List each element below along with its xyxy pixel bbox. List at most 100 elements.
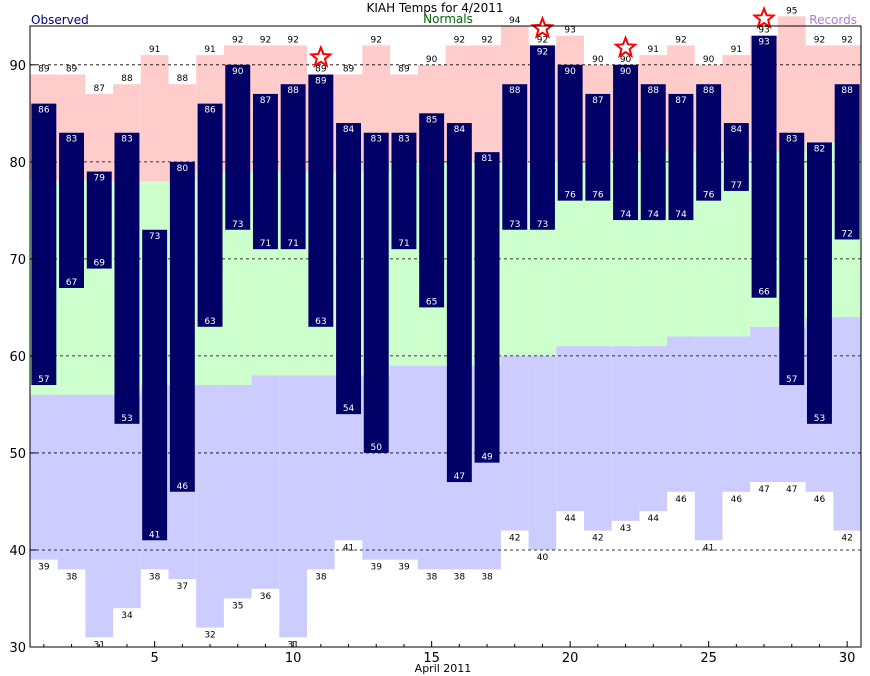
record-high-label: 92 bbox=[841, 35, 852, 45]
record-low-band bbox=[85, 394, 114, 638]
y-tick-label: 80 bbox=[9, 156, 26, 171]
record-high-band bbox=[805, 45, 834, 143]
y-tick-label: 30 bbox=[9, 641, 26, 656]
y-tick-label: 60 bbox=[9, 350, 26, 365]
observed-low-label: 57 bbox=[786, 375, 797, 385]
y-tick-label: 40 bbox=[9, 544, 26, 559]
record-low-band bbox=[694, 336, 723, 541]
record-low-label: 47 bbox=[758, 485, 769, 495]
observed-bar bbox=[668, 93, 694, 221]
value-labels: 8657893983678938796987318353883473419138… bbox=[38, 6, 853, 650]
record-low-label: 38 bbox=[426, 572, 438, 582]
record-low-label: 47 bbox=[786, 485, 797, 495]
observed-high-label: 83 bbox=[398, 135, 409, 145]
record-low-label: 46 bbox=[675, 495, 687, 505]
observed-bar bbox=[336, 123, 362, 415]
observed-high-label: 92 bbox=[537, 47, 548, 57]
record-high-band bbox=[85, 93, 114, 182]
observed-bar bbox=[806, 142, 832, 424]
legend-records: Records bbox=[809, 13, 857, 27]
record-high-label: 88 bbox=[121, 74, 133, 84]
observed-bar bbox=[557, 64, 583, 201]
observed-bar bbox=[86, 171, 112, 269]
observed-low-label: 69 bbox=[94, 259, 106, 269]
x-tick-label: 15 bbox=[423, 651, 440, 666]
observed-high-label: 84 bbox=[731, 125, 743, 135]
record-low-label: 42 bbox=[592, 534, 603, 544]
observed-low-label: 63 bbox=[204, 317, 215, 327]
observed-bar bbox=[59, 132, 85, 288]
observed-bar bbox=[613, 64, 639, 221]
observed-high-label: 88 bbox=[509, 86, 521, 96]
record-high-label: 92 bbox=[675, 35, 686, 45]
record-low-band bbox=[390, 365, 418, 560]
record-high-label: 89 bbox=[343, 65, 355, 75]
record-high-label: 90 bbox=[426, 55, 438, 65]
observed-low-label: 66 bbox=[758, 288, 770, 298]
record-high-label: 92 bbox=[232, 35, 243, 45]
observed-high-label: 93 bbox=[758, 38, 769, 48]
record-low-band bbox=[500, 355, 529, 531]
record-low-band bbox=[279, 375, 307, 638]
observed-bar bbox=[308, 74, 334, 327]
observed-low-label: 73 bbox=[509, 220, 520, 230]
observed-low-label: 71 bbox=[287, 239, 298, 249]
observed-high-label: 80 bbox=[177, 164, 189, 174]
record-low-band bbox=[639, 346, 668, 512]
axes: 30 40 50 60 70 80 90 5 10 15 20 25 30 bbox=[9, 25, 862, 666]
gridlines bbox=[30, 64, 861, 551]
record-low-label: 36 bbox=[260, 592, 272, 602]
record-high-label: 93 bbox=[564, 26, 575, 36]
observed-low-label: 71 bbox=[398, 239, 409, 249]
record-high-band bbox=[473, 45, 501, 162]
record-high-label: 88 bbox=[177, 74, 189, 84]
x-tick-label: 20 bbox=[562, 651, 579, 666]
record-low-label: 39 bbox=[38, 563, 50, 573]
observed-low-label: 65 bbox=[426, 297, 437, 307]
record-low-label: 46 bbox=[731, 495, 743, 505]
observed-high-label: 90 bbox=[620, 67, 632, 77]
record-high-label: 89 bbox=[315, 65, 327, 75]
observed-bar bbox=[142, 229, 168, 541]
record-star-icon bbox=[751, 5, 777, 30]
observed-low-label: 72 bbox=[841, 229, 852, 239]
record-low-label: 34 bbox=[121, 611, 133, 621]
observed-high-label: 87 bbox=[592, 96, 603, 106]
observed-bar bbox=[197, 103, 223, 327]
record-low-band bbox=[417, 365, 446, 570]
record-low-label: 38 bbox=[66, 572, 78, 582]
observed-high-label: 88 bbox=[703, 86, 715, 96]
observed-high-label: 81 bbox=[481, 154, 492, 164]
observed-bar bbox=[31, 103, 57, 386]
record-high-label: 87 bbox=[94, 84, 105, 94]
observed-low-label: 76 bbox=[564, 191, 576, 201]
record-low-band bbox=[57, 394, 86, 570]
observed-low-label: 53 bbox=[121, 414, 132, 424]
y-tick-label: 50 bbox=[9, 447, 26, 462]
observed-bar bbox=[446, 123, 472, 483]
observed-bar bbox=[252, 93, 278, 250]
observed-low-label: 76 bbox=[703, 191, 715, 201]
observed-low-label: 77 bbox=[731, 181, 742, 191]
observed-bar bbox=[723, 123, 749, 191]
record-high-label: 91 bbox=[731, 45, 742, 55]
record-low-band bbox=[307, 375, 335, 570]
record-high-band bbox=[777, 16, 806, 153]
legend-normals: Normals bbox=[423, 12, 473, 26]
observed-bar bbox=[225, 64, 251, 230]
record-low-band bbox=[722, 336, 751, 492]
x-tick-label: 25 bbox=[700, 651, 717, 666]
record-low-band bbox=[196, 385, 224, 628]
record-high-label: 91 bbox=[648, 45, 659, 55]
y-tick-label: 90 bbox=[9, 59, 26, 74]
x-tick-label: 10 bbox=[285, 651, 302, 666]
record-high-label: 91 bbox=[149, 45, 160, 55]
record-low-band bbox=[30, 394, 58, 560]
record-star-icon bbox=[308, 44, 333, 68]
record-low-band bbox=[556, 346, 584, 512]
observed-low-label: 74 bbox=[620, 210, 632, 220]
observed-high-label: 89 bbox=[315, 77, 327, 87]
record-low-band bbox=[113, 394, 141, 609]
record-low-label: 38 bbox=[149, 572, 161, 582]
record-low-label: 43 bbox=[620, 524, 631, 534]
